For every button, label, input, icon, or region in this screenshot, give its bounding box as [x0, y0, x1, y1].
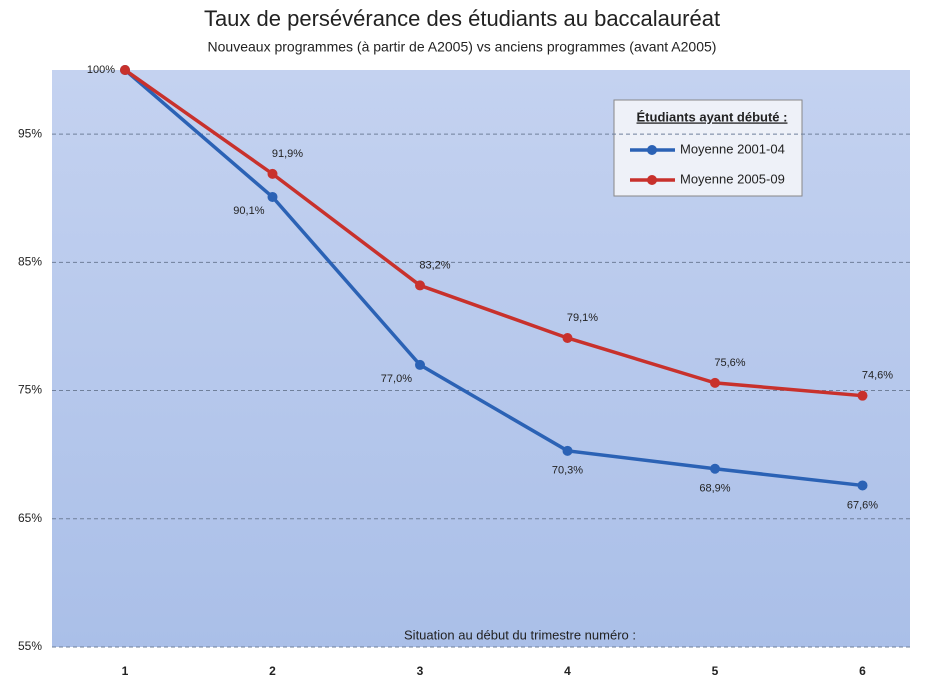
- value-label: 68,9%: [699, 483, 730, 495]
- point: [267, 191, 278, 202]
- point: [120, 65, 130, 75]
- y-tick-label: 85%: [18, 255, 42, 269]
- value-label: 70,3%: [552, 465, 583, 477]
- series-line: [123, 68, 863, 488]
- value-label: 91,9%: [272, 148, 303, 160]
- y-tick-label: 95%: [18, 126, 42, 140]
- x-tick-label: 6: [859, 664, 866, 678]
- series-line: [123, 68, 863, 398]
- point: [710, 463, 720, 474]
- legend-label: Moyenne 2001-04: [680, 141, 785, 156]
- chart-subtitle: Nouveaux programmes (à partir de A2005) …: [208, 39, 717, 55]
- value-label: 75,6%: [714, 357, 745, 369]
- y-tick-label: 75%: [18, 383, 42, 397]
- point: [562, 332, 573, 343]
- x-tick-label: 2: [269, 664, 276, 678]
- chart-title: Taux de persévérance des étudiants au ba…: [204, 6, 720, 31]
- x-tick-label: 3: [417, 664, 424, 678]
- x-tick-label: 4: [564, 664, 571, 678]
- x-axis-label: Situation au début du trimestre numéro :: [404, 627, 636, 642]
- point: [415, 359, 425, 370]
- y-tick-label: 55%: [18, 639, 42, 653]
- x-tick-label: 5: [712, 664, 719, 678]
- legend-label: Moyenne 2005-09: [680, 171, 785, 186]
- value-label: 79,1%: [567, 312, 598, 324]
- legend-marker: [647, 175, 657, 185]
- value-label: 90,1%: [233, 205, 264, 217]
- legend-marker: [647, 145, 657, 155]
- value-label: 67,6%: [847, 499, 878, 511]
- value-label: 100%: [87, 64, 115, 76]
- y-tick-label: 65%: [18, 511, 42, 525]
- point: [267, 168, 278, 179]
- point: [857, 390, 868, 401]
- point: [562, 445, 573, 456]
- value-label: 77,0%: [381, 373, 412, 385]
- x-tick-label: 1: [122, 664, 129, 678]
- legend-title: Étudiants ayant débuté :: [637, 109, 788, 124]
- point: [710, 377, 720, 388]
- point: [857, 480, 868, 491]
- value-label: 83,2%: [419, 259, 450, 271]
- value-label: 74,6%: [862, 370, 893, 382]
- point: [415, 280, 425, 291]
